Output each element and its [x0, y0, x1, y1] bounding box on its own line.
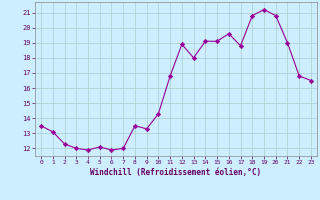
X-axis label: Windchill (Refroidissement éolien,°C): Windchill (Refroidissement éolien,°C): [91, 168, 261, 177]
